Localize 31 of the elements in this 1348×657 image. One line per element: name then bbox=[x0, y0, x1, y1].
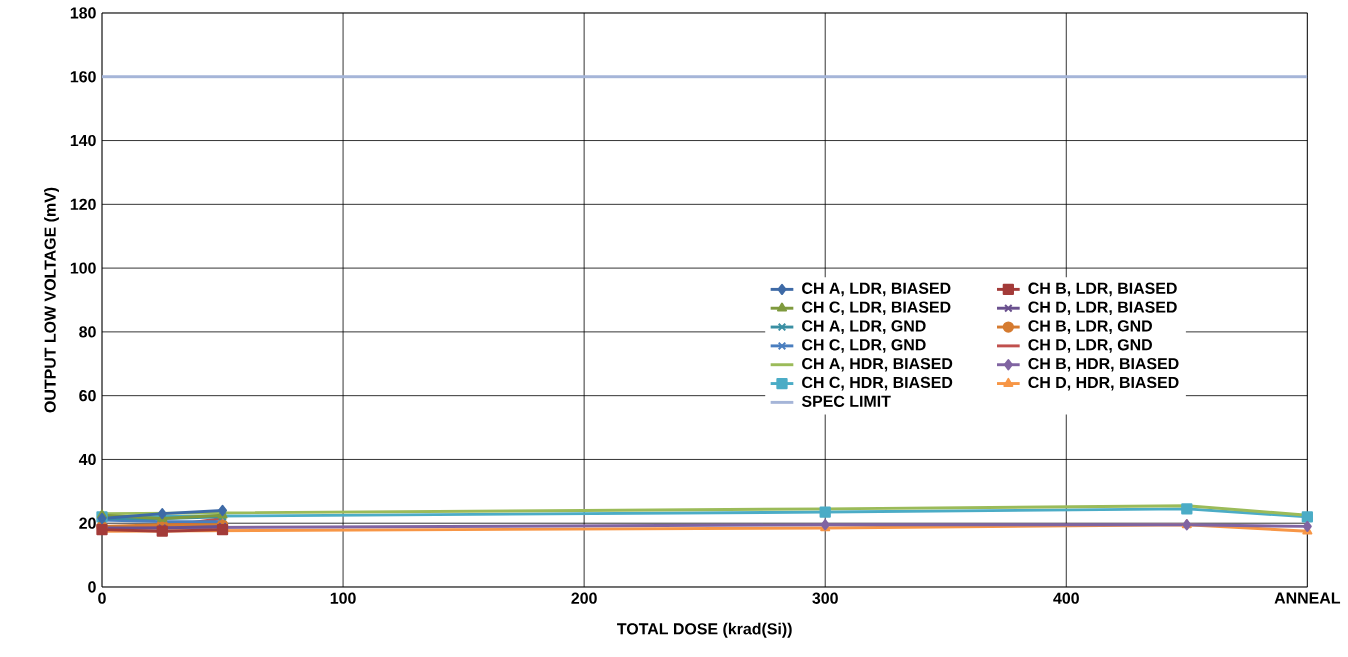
x-tick-label: 400 bbox=[1053, 592, 1079, 604]
y-tick-label: 140 bbox=[70, 134, 96, 147]
legend-label: CH A, LDR, GND bbox=[802, 320, 926, 334]
y-tick-label: 20 bbox=[79, 517, 96, 529]
y-axis-title: OUTPUT LOW VOLTAGE (mV) bbox=[44, 187, 59, 413]
y-tick-label: 100 bbox=[70, 262, 96, 274]
y-tick-label: 60 bbox=[79, 390, 96, 402]
y-tick-label: 120 bbox=[70, 198, 96, 210]
legend-label: CH B, HDR, BIASED bbox=[1028, 357, 1179, 372]
x-tick-label: 300 bbox=[812, 592, 838, 604]
y-tick-label: 80 bbox=[79, 326, 96, 338]
legend-label: CH D, LDR, GND bbox=[1028, 339, 1152, 353]
x-tick-label: 100 bbox=[330, 592, 356, 604]
legend-label: CH D, HDR, BIASED bbox=[1028, 376, 1179, 391]
legend-label: CH B, LDR, GND bbox=[1028, 320, 1152, 334]
y-tick-label: 180 bbox=[70, 7, 96, 19]
x-tick-label: 0 bbox=[98, 592, 106, 604]
y-tick-label: 40 bbox=[78, 453, 96, 466]
legend-label: CH B, LDR, BIASED bbox=[1028, 282, 1177, 297]
x-axis-title: TOTAL DOSE (krad(Si)) bbox=[617, 622, 792, 638]
legend-label: CH C, LDR, GND bbox=[802, 339, 926, 353]
legend-label: CH D, LDR, BIASED bbox=[1028, 301, 1177, 316]
y-tick-label: 0 bbox=[88, 581, 96, 593]
legend-label: CH C, LDR, BIASED bbox=[802, 301, 951, 316]
legend-label: CH C, HDR, BIASED bbox=[802, 376, 953, 391]
x-tick-label: 200 bbox=[571, 592, 597, 604]
legend-label: CH A, LDR, BIASED bbox=[802, 282, 951, 297]
x-tick-label: ANNEAL bbox=[1274, 592, 1341, 604]
y-tick-label: 160 bbox=[70, 71, 96, 83]
legend-label: SPEC LIMIT bbox=[801, 395, 891, 407]
legend-label: CH A, HDR, BIASED bbox=[802, 357, 953, 372]
